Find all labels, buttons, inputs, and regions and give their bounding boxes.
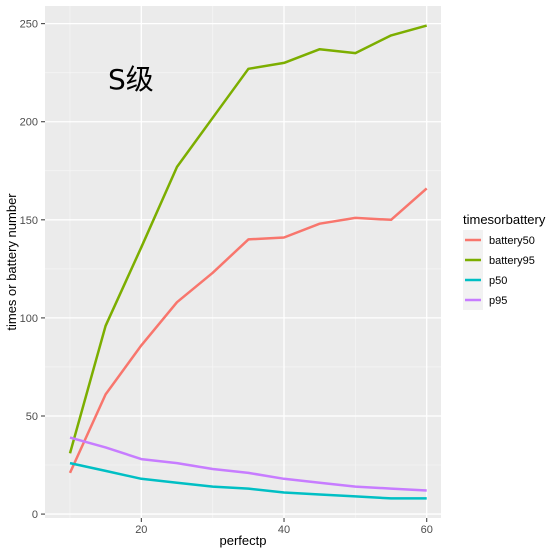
legend-label-battery95: battery95 <box>489 255 535 267</box>
x-tick-label: 20 <box>135 524 147 536</box>
series-line-battery95 <box>68 24 428 454</box>
series-line-p50 <box>69 461 427 500</box>
legend-label-battery50: battery50 <box>489 235 535 247</box>
y-tick-label: 50 <box>26 411 38 423</box>
x-axis-title: perfectp <box>220 533 267 548</box>
legend-items: battery50 battery95 p50 p95 <box>463 230 535 310</box>
y-tick-label: 150 <box>20 215 38 227</box>
legend: timesorbattery battery50 battery95 p50 p95 <box>463 212 546 310</box>
x-tick-label: 60 <box>421 524 433 536</box>
x-tick-label: 40 <box>278 524 290 536</box>
minor-gridlines <box>45 6 441 518</box>
legend-title: timesorbattery <box>463 212 546 227</box>
series-lines <box>68 24 428 500</box>
x-axis-ticks: 20 40 60 <box>135 518 433 536</box>
y-tick-label: 250 <box>20 19 38 31</box>
y-tick-label: 0 <box>32 509 38 521</box>
legend-label-p50: p50 <box>489 275 507 287</box>
legend-label-p95: p95 <box>489 295 507 307</box>
series-line-battery50 <box>68 187 428 474</box>
major-gridlines <box>45 6 441 518</box>
plot-panel <box>45 6 441 518</box>
y-tick-label: 200 <box>20 117 38 129</box>
series-line-p95 <box>69 436 427 492</box>
y-tick-label: 100 <box>20 313 38 325</box>
y-axis-title: times or battery number <box>4 193 19 331</box>
chart-annotation: S级 <box>108 63 154 96</box>
y-axis-ticks: 0 50 100 150 200 250 <box>20 19 45 521</box>
